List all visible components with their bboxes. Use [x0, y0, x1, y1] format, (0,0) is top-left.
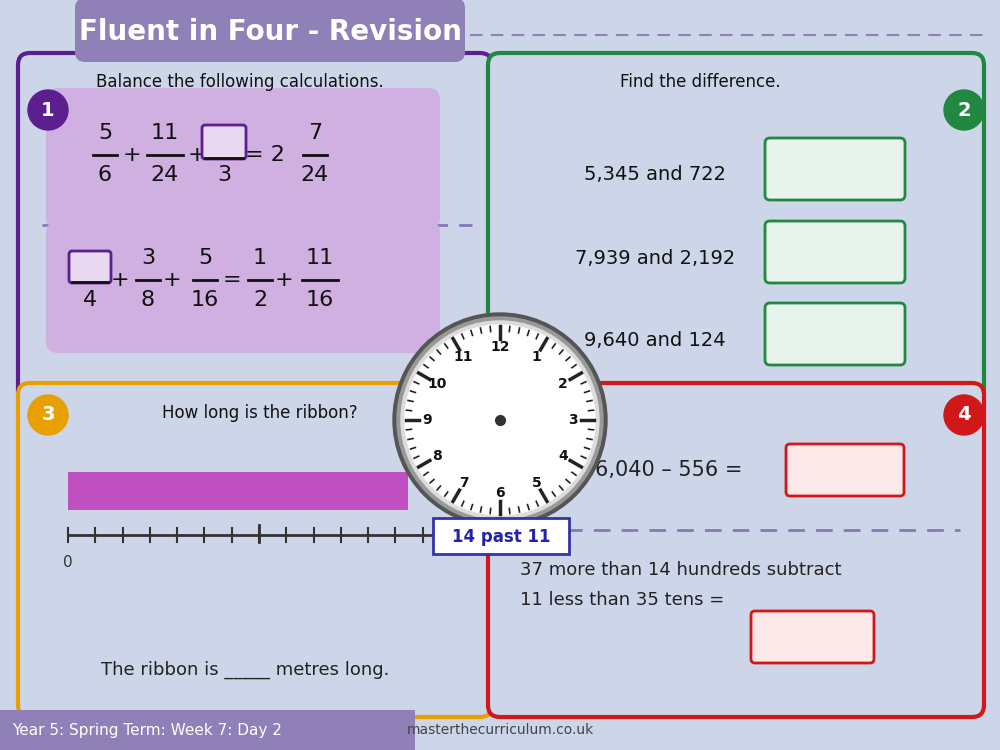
Text: The ribbon is _____ metres long.: The ribbon is _____ metres long.	[101, 661, 389, 680]
Text: 16: 16	[306, 290, 334, 310]
Text: 9,640 and 124: 9,640 and 124	[584, 331, 726, 350]
Text: 1: 1	[253, 248, 267, 268]
Text: 5: 5	[198, 248, 212, 268]
FancyBboxPatch shape	[18, 53, 492, 402]
Text: =: =	[223, 270, 241, 290]
Text: 3: 3	[141, 248, 155, 268]
Text: Year 5: Spring Term: Week 7: Day 2: Year 5: Spring Term: Week 7: Day 2	[12, 722, 282, 737]
Text: 4: 4	[558, 449, 568, 464]
FancyBboxPatch shape	[786, 444, 904, 496]
Text: 4: 4	[957, 406, 971, 424]
Text: +: +	[275, 270, 293, 290]
Circle shape	[944, 90, 984, 130]
FancyBboxPatch shape	[488, 383, 984, 717]
Circle shape	[28, 395, 68, 435]
Text: 1: 1	[532, 350, 541, 364]
Text: How long is the ribbon?: How long is the ribbon?	[162, 404, 358, 422]
Text: Find the difference.: Find the difference.	[620, 73, 780, 91]
Text: +: +	[123, 145, 141, 165]
Text: 3: 3	[568, 413, 578, 427]
Bar	[0, 710, 415, 750]
FancyBboxPatch shape	[765, 138, 905, 200]
FancyBboxPatch shape	[202, 125, 246, 159]
Text: Fluent in Four - Revision: Fluent in Four - Revision	[79, 18, 461, 46]
Text: 4: 4	[83, 290, 97, 310]
Text: 7,939 and 2,192: 7,939 and 2,192	[575, 248, 735, 268]
Text: 24: 24	[301, 165, 329, 185]
FancyBboxPatch shape	[46, 88, 440, 230]
Text: = 2: = 2	[245, 145, 285, 165]
Text: 3: 3	[217, 165, 231, 185]
Bar	[68, 472, 408, 510]
Text: 16: 16	[191, 290, 219, 310]
Text: 2: 2	[957, 100, 971, 119]
Text: 12: 12	[490, 340, 510, 354]
FancyBboxPatch shape	[433, 518, 569, 554]
Circle shape	[944, 395, 984, 435]
Text: 2: 2	[558, 376, 568, 391]
Text: 11: 11	[306, 248, 334, 268]
Circle shape	[393, 313, 607, 527]
Text: 6,040 – 556 =: 6,040 – 556 =	[595, 460, 742, 480]
Text: 0: 0	[63, 555, 73, 570]
Text: +: +	[111, 270, 129, 290]
Text: 5: 5	[98, 123, 112, 143]
Text: 3: 3	[41, 406, 55, 424]
Text: 37 more than 14 hundreds subtract: 37 more than 14 hundreds subtract	[520, 561, 842, 579]
Text: 1: 1	[41, 100, 55, 119]
Text: 8: 8	[432, 449, 442, 464]
Text: +: +	[188, 145, 206, 165]
FancyBboxPatch shape	[765, 303, 905, 365]
FancyBboxPatch shape	[18, 383, 492, 717]
Text: 2: 2	[253, 290, 267, 310]
Text: +: +	[163, 270, 181, 290]
FancyBboxPatch shape	[765, 221, 905, 283]
Text: 8: 8	[141, 290, 155, 310]
Text: 6: 6	[495, 486, 505, 500]
Text: 5: 5	[532, 476, 541, 490]
Text: 6: 6	[98, 165, 112, 185]
Text: 9: 9	[422, 413, 432, 427]
FancyBboxPatch shape	[46, 221, 440, 353]
Text: 5,345 and 722: 5,345 and 722	[584, 166, 726, 184]
Text: 24: 24	[151, 165, 179, 185]
Text: 11: 11	[454, 350, 473, 364]
Text: 11 less than 35 tens =: 11 less than 35 tens =	[520, 591, 724, 609]
Circle shape	[401, 321, 599, 519]
Circle shape	[28, 90, 68, 130]
Text: masterthecurriculum.co.uk: masterthecurriculum.co.uk	[406, 723, 594, 737]
Text: 11: 11	[151, 123, 179, 143]
Text: Balance the following calculations.: Balance the following calculations.	[96, 73, 384, 91]
FancyBboxPatch shape	[69, 251, 111, 283]
Circle shape	[405, 325, 595, 515]
Text: 7: 7	[459, 476, 468, 490]
FancyBboxPatch shape	[488, 53, 984, 402]
Circle shape	[397, 317, 603, 523]
Text: 7: 7	[308, 123, 322, 143]
Text: 14 past 11: 14 past 11	[452, 528, 550, 546]
FancyBboxPatch shape	[75, 0, 465, 62]
Text: 10: 10	[427, 376, 446, 391]
FancyBboxPatch shape	[751, 611, 874, 663]
